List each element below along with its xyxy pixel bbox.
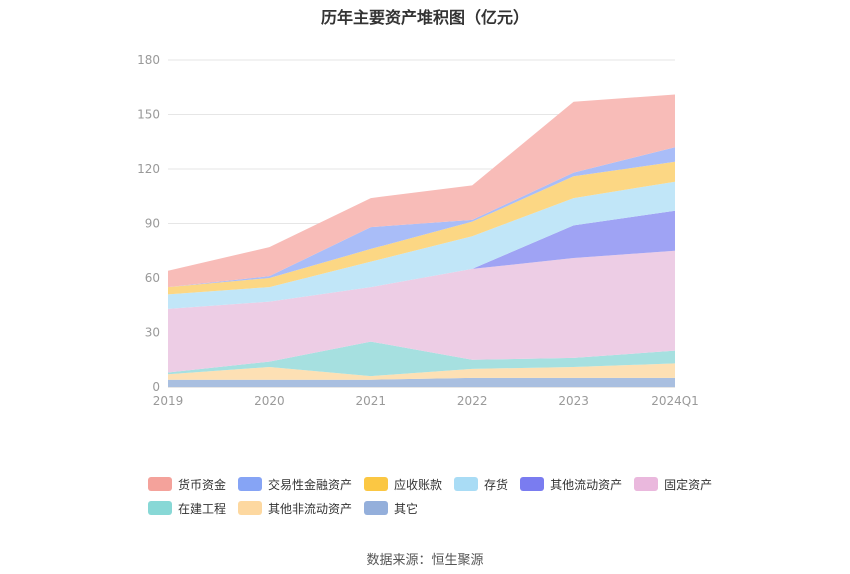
legend-swatch — [454, 477, 479, 491]
legend-item[interactable]: 存货 — [454, 476, 508, 493]
y-tick-label: 60 — [145, 271, 160, 285]
legend-swatch — [238, 501, 263, 515]
legend-label: 存货 — [484, 477, 509, 492]
legend-item[interactable]: 其他流动资产 — [520, 476, 622, 493]
legend-label: 固定资产 — [664, 477, 713, 492]
legend-item[interactable]: 交易性金融资产 — [238, 476, 352, 493]
y-tick-label: 120 — [137, 162, 160, 176]
legend-item[interactable]: 货币资金 — [148, 476, 226, 493]
legend-label: 其他流动资产 — [550, 477, 623, 492]
area-series-存货 — [168, 181, 675, 309]
x-tick-label: 2024Q1 — [651, 394, 699, 408]
y-tick-label: 180 — [137, 53, 160, 67]
legend-swatch — [148, 477, 172, 491]
y-tick-label: 30 — [145, 326, 160, 340]
legend-label: 其它 — [394, 501, 419, 516]
legend-row: 在建工程 其他非流动资产 其它 — [148, 496, 728, 520]
legend-label: 其他非流动资产 — [268, 501, 353, 516]
area-series-应收账款 — [168, 161, 675, 295]
area-series-其它 — [168, 377, 675, 387]
x-tick-label: 2023 — [558, 394, 589, 408]
y-tick-label: 150 — [137, 108, 160, 122]
legend-swatch — [238, 477, 263, 491]
legend-label: 交易性金融资产 — [268, 477, 353, 492]
y-tick-label: 0 — [152, 380, 160, 394]
area-series-货币资金 — [168, 94, 675, 288]
legend-swatch — [520, 477, 545, 491]
legend-label: 货币资金 — [178, 477, 227, 492]
legend-swatch — [148, 501, 172, 515]
legend-item[interactable]: 固定资产 — [634, 476, 712, 493]
legend-swatch — [364, 501, 389, 515]
legend-item[interactable]: 应收账款 — [364, 476, 442, 493]
data-source: 数据来源：恒生聚源 — [366, 553, 484, 568]
legend-row: 货币资金 交易性金融资产 应收账款 存货 其他流动资产 固定资产 — [148, 472, 728, 496]
chart-title: 历年主要资产堆积图（亿元） — [320, 8, 529, 27]
area-series-其他流动资产 — [168, 210, 675, 309]
area-series-交易性金融资产 — [168, 147, 675, 288]
legend-swatch — [634, 477, 659, 491]
legend-item[interactable]: 其它 — [364, 500, 418, 517]
legend-item[interactable]: 在建工程 — [148, 500, 226, 517]
y-tick-label: 90 — [145, 217, 160, 231]
x-tick-label: 2022 — [457, 394, 488, 408]
x-tick-label: 2019 — [153, 394, 184, 408]
area-series-其他非流动资产 — [168, 363, 675, 380]
legend-label: 应收账款 — [394, 477, 443, 492]
area-series-固定资产 — [168, 250, 675, 373]
x-tick-label: 2020 — [254, 394, 285, 408]
legend-swatch — [364, 477, 389, 491]
legend-label: 在建工程 — [178, 501, 227, 516]
x-tick-label: 2021 — [356, 394, 387, 408]
area-series-在建工程 — [168, 341, 675, 377]
legend-item[interactable]: 其他非流动资产 — [238, 500, 352, 517]
legend: 货币资金 交易性金融资产 应收账款 存货 其他流动资产 固定资产 在建工程 其他非流动资产 其… — [148, 472, 728, 520]
